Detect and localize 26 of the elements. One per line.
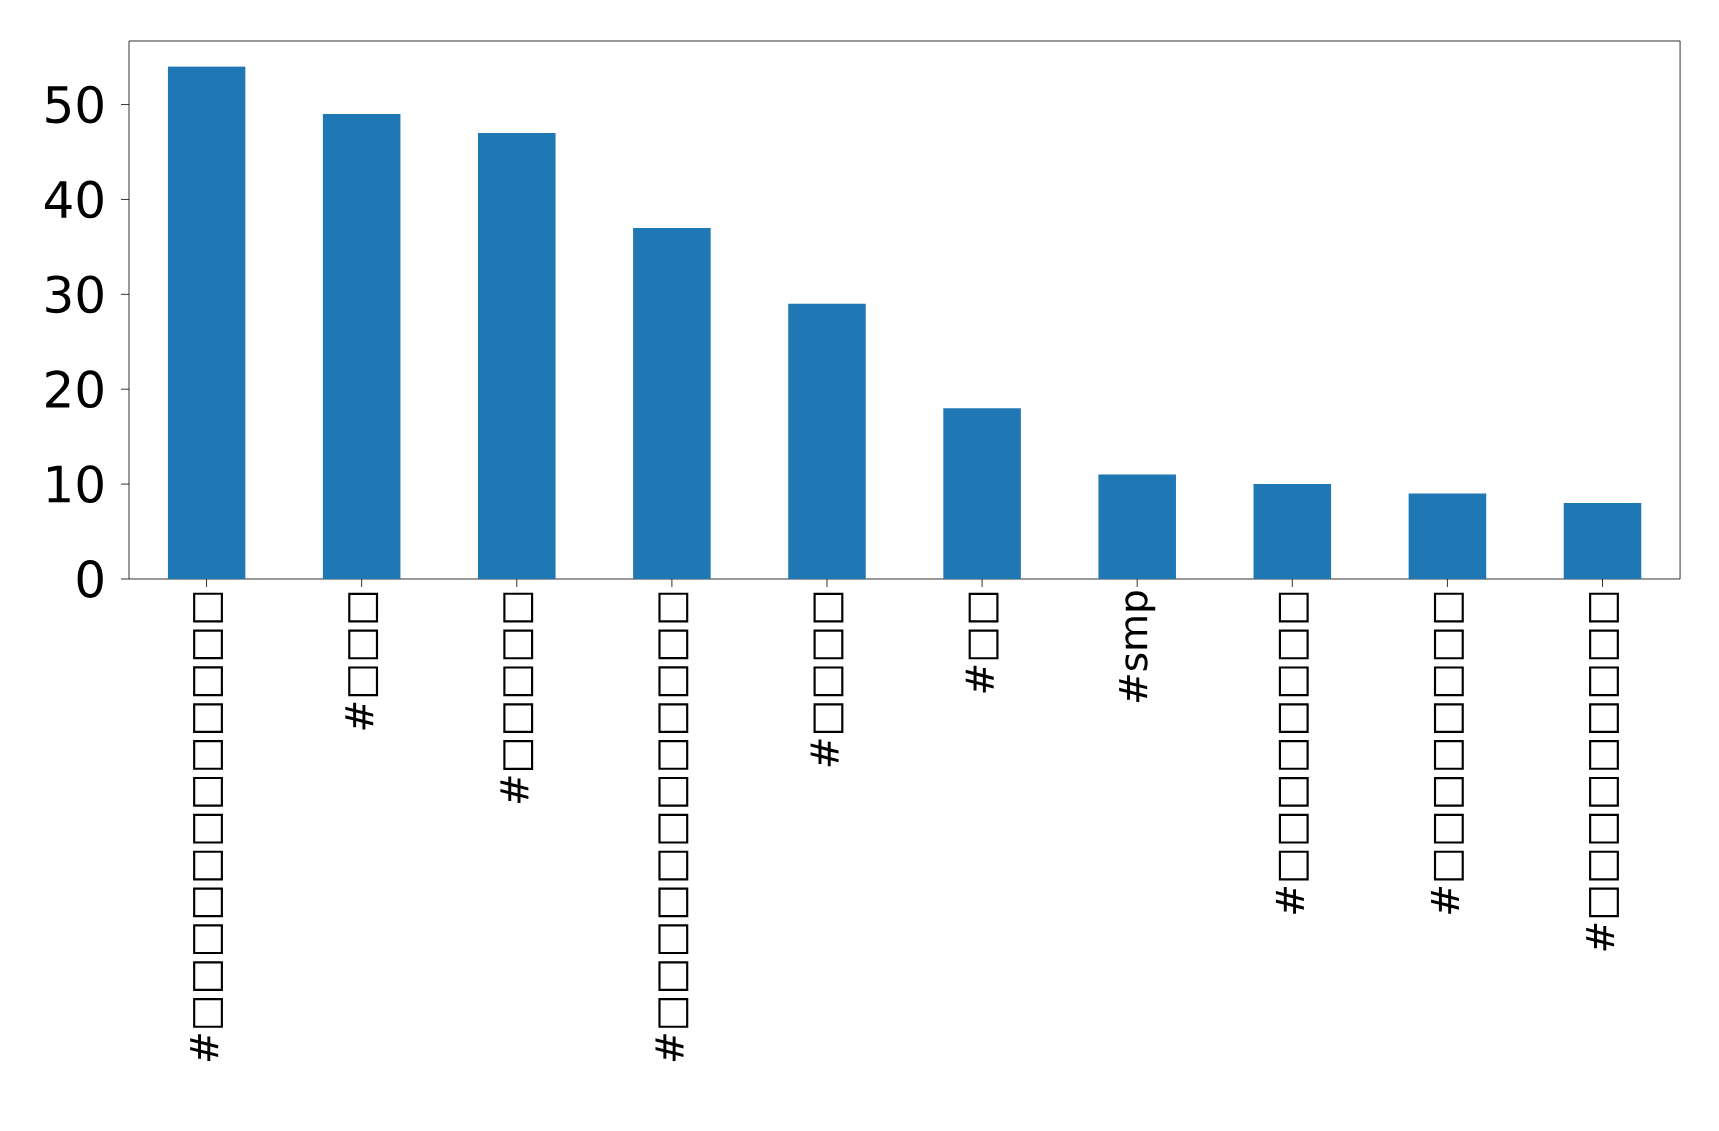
bar — [788, 303, 866, 579]
y-tick-label: 20 — [46, 370, 103, 409]
y-tick-label: 10 — [48, 465, 103, 504]
bar — [322, 114, 401, 579]
bar — [478, 133, 556, 579]
x-tick-label: #□□ — [965, 592, 999, 693]
x-tick-label: #□□□ — [345, 592, 379, 730]
x-tick-label: #□□□□□□□□□ — [1586, 592, 1619, 951]
bar — [1408, 493, 1487, 579]
y-tick-label: 50 — [46, 85, 103, 124]
y-tick-label: 30 — [46, 275, 103, 314]
y-tick-label: 0 — [77, 560, 103, 598]
x-tick-label: #□□□□ — [810, 592, 844, 767]
bar — [1253, 484, 1332, 579]
x-tick-label: #□□□□□ — [500, 592, 534, 804]
bar — [167, 66, 246, 579]
bar — [1563, 503, 1642, 579]
y-tick-label: 40 — [44, 180, 103, 219]
bar — [633, 227, 711, 579]
x-tick-label: #□□□□□□□□ — [1275, 592, 1309, 914]
x-tick-label: #smp — [1119, 591, 1156, 702]
x-tick-label: #□□□□□□□□□□□□ — [190, 592, 223, 1062]
x-tick-label: #□□□□□□□□□□□□ — [655, 592, 689, 1062]
bar — [943, 408, 1021, 579]
bar — [1098, 474, 1176, 579]
x-tick-label: #□□□□□□□□ — [1431, 592, 1464, 914]
